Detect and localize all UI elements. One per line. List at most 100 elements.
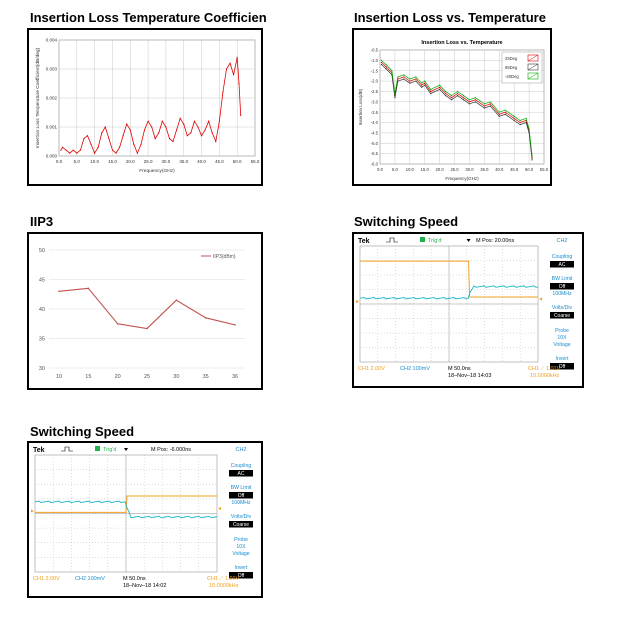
x-tick-label: 40.0 — [495, 167, 504, 172]
data-point — [147, 120, 149, 122]
time-scale: M 50.0ns — [123, 576, 146, 582]
data-point — [456, 92, 459, 95]
data-point — [439, 86, 441, 88]
legend-swatch-mark — [527, 72, 539, 80]
trigger-level-marker: ◂ — [539, 297, 542, 303]
data-point — [154, 138, 156, 140]
data-point — [489, 105, 491, 107]
data-point — [498, 111, 500, 113]
data-point — [409, 82, 411, 84]
x-tick-label: 25 — [144, 374, 150, 380]
data-point — [60, 149, 62, 151]
date-time: 18–Nov–18 14:02 — [123, 583, 166, 589]
data-point — [238, 82, 240, 85]
data-point — [421, 82, 423, 84]
x-tick-label: 55.0 — [540, 167, 549, 172]
legend-label: 25Deg — [505, 56, 518, 61]
data-point — [94, 152, 96, 154]
menu-label: Volts/Div — [552, 305, 573, 311]
data-point — [215, 140, 217, 143]
menu-value-box — [229, 470, 253, 477]
menu-value-box — [550, 283, 574, 290]
x-tick-label: 35 — [203, 374, 209, 380]
data-point — [439, 88, 441, 90]
y-axis-label: Insertion Loss(dB) — [358, 88, 363, 125]
menu-value: Off — [559, 284, 566, 290]
data-point — [190, 132, 192, 134]
menu-label: BW Limit — [552, 276, 573, 282]
y-tick-label: -3.0 — [371, 99, 379, 104]
menu-value: Off — [238, 573, 245, 579]
data-point — [158, 132, 160, 134]
trig-status: Trig'd — [428, 238, 441, 244]
data-point — [126, 123, 128, 125]
data-point — [403, 78, 405, 80]
data-point — [380, 61, 383, 64]
iip3-chart-panel: 50 45 40 35 30 10 15 20 25 30 35 36 IIP3(dBm) — [27, 232, 263, 390]
y-tick-label: 50 — [39, 248, 45, 254]
x-tick-label: 30 — [173, 374, 179, 380]
x-tick-label: 10 — [56, 374, 62, 380]
x-tick-label: 5.0 — [74, 159, 81, 164]
data-point — [474, 99, 477, 101]
data-point — [450, 99, 453, 101]
data-point — [504, 113, 506, 115]
x-tick-label: 0.0 — [56, 159, 63, 164]
data-point — [403, 76, 405, 78]
data-point — [519, 124, 521, 126]
title-switching-1: Switching Speed — [354, 214, 459, 229]
data-point — [129, 129, 131, 131]
x-tick-label: 35.0 — [179, 159, 188, 164]
switching-scope-1-panel: Tek Trig'd M Pos: 20.00ns CH2 ▸ ◂ Coupling AC BW… — [352, 232, 584, 388]
data-point — [179, 117, 181, 119]
time-scale: M 50.0ns — [448, 366, 471, 372]
switching-scope-2-panel: Tek Trig'd M Pos: -6.000ns CH2 ▸ ◂ Coupling AC B… — [27, 441, 263, 598]
x-tick-label: 25.0 — [450, 167, 459, 172]
data-point — [58, 290, 60, 293]
menu-value: Off — [238, 493, 245, 499]
data-point — [430, 92, 432, 95]
data-point — [183, 123, 185, 125]
il-coef-chart: 0.0 5.0 10.0 15.0 20.0 25.0 30.0 35.0 40.0 45.0 50… — [35, 38, 260, 174]
data-point — [193, 120, 196, 122]
data-point — [531, 159, 533, 161]
data-point — [208, 120, 210, 122]
channel-label: CH2 — [556, 238, 567, 244]
data-point — [380, 59, 383, 61]
data-point — [175, 299, 178, 301]
data-point — [483, 107, 485, 109]
data-point — [200, 135, 203, 137]
ch2-scale: CH2 100mV — [75, 576, 105, 582]
data-point — [430, 88, 432, 90]
data-point — [240, 114, 242, 116]
data-point — [218, 120, 220, 122]
data-point — [161, 120, 163, 122]
x-tick-label: 5.0 — [392, 167, 398, 172]
data-point — [197, 126, 199, 128]
data-point — [391, 70, 393, 72]
trigger-marker — [466, 239, 471, 242]
x-tick-label: 20.0 — [126, 159, 135, 164]
data-point — [498, 113, 500, 115]
x-tick-label: 30.0 — [162, 159, 171, 164]
ch1-scale: CH1 2.00V — [358, 366, 385, 372]
menu-label: Voltage — [232, 551, 249, 557]
data-point — [222, 91, 224, 93]
switching-scope-1: Tek Trig'd M Pos: 20.00ns CH2 ▸ ◂ Coupling AC BW… — [354, 234, 582, 386]
data-point — [234, 324, 236, 326]
menu-value-box — [550, 312, 574, 319]
y-tick-label: -6.0 — [371, 162, 379, 167]
data-point — [504, 111, 506, 113]
data-point — [146, 327, 148, 330]
tek-logo: Tek — [358, 238, 370, 245]
legend-label: IIP3(dBm) — [213, 254, 236, 260]
y-tick-label: 35 — [39, 337, 45, 343]
x-tick-label: 50.0 — [233, 159, 242, 164]
y-tick-label: -1.0 — [371, 58, 379, 63]
data-point — [97, 146, 99, 148]
trigger-frequency: 10.0000kHz — [530, 373, 560, 379]
ch1-scale: CH1 2.00V — [33, 576, 60, 582]
data-point — [151, 126, 153, 128]
data-point — [525, 121, 527, 124]
data-point — [380, 63, 383, 66]
